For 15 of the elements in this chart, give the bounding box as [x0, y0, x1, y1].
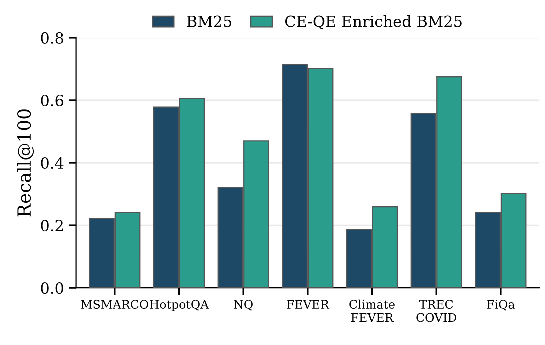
y-tick-label: 0.0 — [41, 282, 64, 294]
x-tick-label: NQ — [234, 300, 253, 311]
x-tick-label: MSMARCO — [81, 300, 148, 310]
x-tick-label: Climate FEVER — [350, 300, 395, 322]
y-tick-label: 0.4 — [41, 157, 64, 170]
legend-label: CE-QE Enriched BM25 — [286, 16, 462, 30]
legend-label: BM25 — [187, 16, 232, 28]
x-tick-label: HotpotQA — [150, 300, 210, 312]
x-tick-label: FiQa — [487, 300, 515, 311]
x-tick-label: FEVER — [287, 300, 330, 309]
y-tick-label: 0.6 — [41, 94, 64, 107]
y-tick-label: 0.2 — [41, 220, 63, 232]
x-tick-label: TREC COVID — [416, 300, 457, 322]
y-axis-title: Recall@100 — [17, 110, 34, 217]
y-tick-label: 0.8 — [41, 32, 64, 44]
